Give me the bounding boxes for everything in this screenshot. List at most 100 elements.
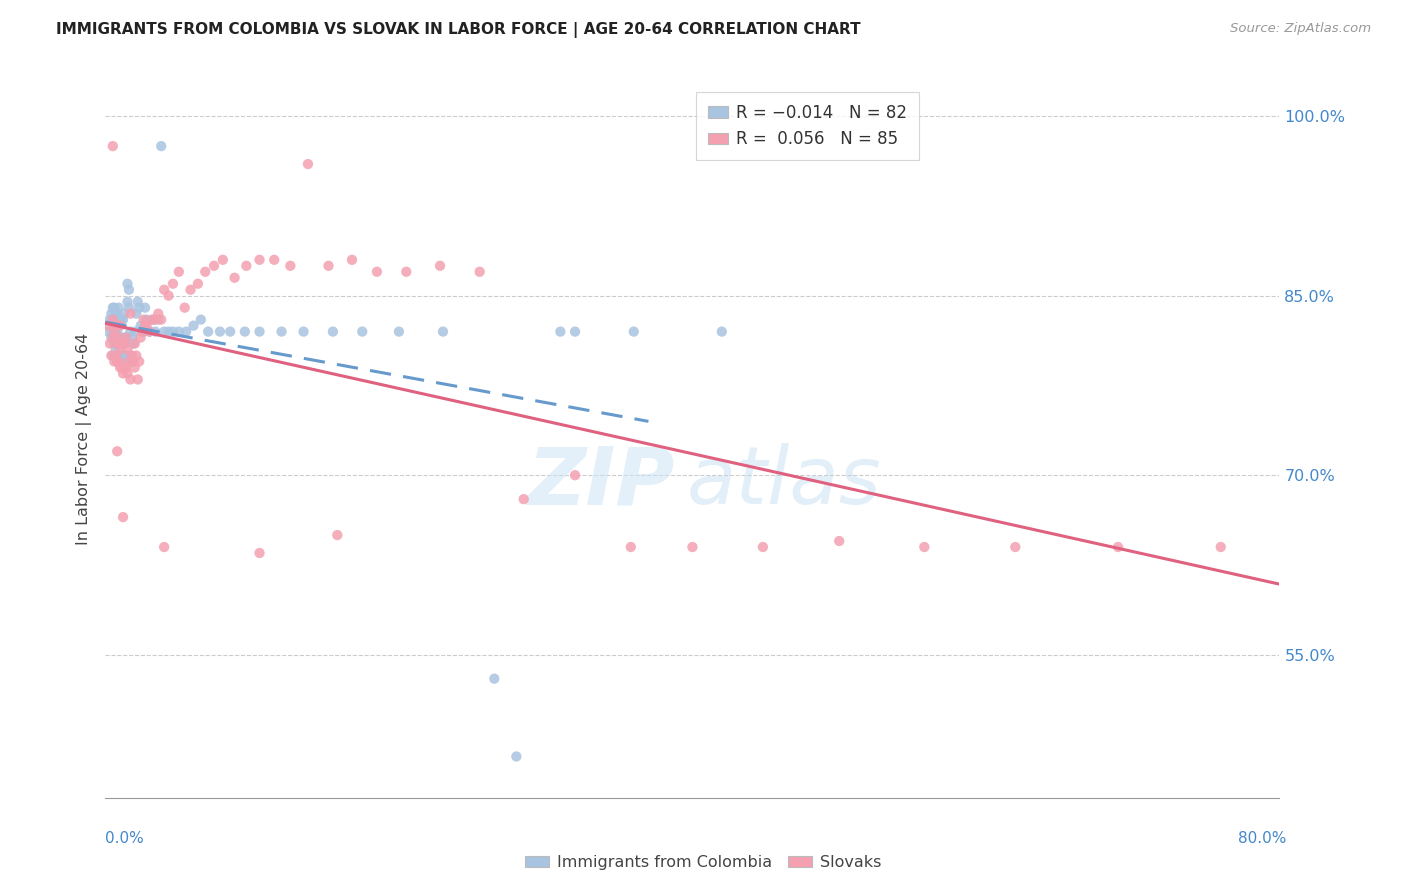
Point — [148, 307, 170, 321]
Point — [97, 325, 120, 339]
Point — [110, 312, 132, 326]
Y-axis label: In Labor Force | Age 20-64: In Labor Force | Age 20-64 — [76, 334, 91, 545]
Point — [105, 354, 128, 368]
Point — [112, 336, 135, 351]
Point — [564, 325, 586, 339]
Point — [121, 349, 143, 363]
Point — [143, 312, 166, 326]
Point — [180, 283, 202, 297]
Point — [135, 312, 157, 326]
Point — [270, 325, 292, 339]
Point — [110, 360, 132, 375]
Point — [128, 354, 150, 368]
Point — [157, 289, 180, 303]
Text: Source: ZipAtlas.com: Source: ZipAtlas.com — [1230, 22, 1371, 36]
Point — [235, 259, 257, 273]
Point — [103, 301, 125, 315]
Point — [395, 265, 418, 279]
Point — [115, 330, 138, 344]
Point — [121, 354, 143, 368]
Point — [112, 354, 135, 368]
Point — [173, 301, 195, 315]
Point — [104, 330, 127, 344]
Point — [105, 336, 128, 351]
Point — [150, 312, 173, 326]
Point — [484, 672, 506, 686]
Point — [101, 330, 124, 344]
Point — [101, 325, 124, 339]
Point — [118, 354, 141, 368]
Point — [127, 372, 149, 386]
Point — [129, 330, 152, 344]
Point — [103, 325, 125, 339]
Point — [138, 325, 160, 339]
Point — [132, 312, 155, 326]
Point — [125, 349, 148, 363]
Point — [101, 139, 124, 153]
Point — [135, 318, 157, 333]
Point — [219, 325, 242, 339]
Point — [107, 301, 129, 315]
Point — [125, 307, 148, 321]
Point — [122, 336, 145, 351]
Legend: Immigrants from Colombia, Slovaks: Immigrants from Colombia, Slovaks — [519, 849, 887, 877]
Text: 0.0%: 0.0% — [105, 831, 145, 847]
Point — [134, 301, 156, 315]
Point — [432, 325, 454, 339]
Point — [105, 336, 128, 351]
Point — [110, 349, 132, 363]
Point — [98, 336, 121, 351]
Point — [107, 330, 129, 344]
Point — [108, 312, 131, 326]
Point — [114, 330, 136, 344]
Point — [105, 354, 128, 368]
Point — [167, 265, 190, 279]
Point — [100, 349, 122, 363]
Point — [98, 312, 121, 326]
Point — [107, 349, 129, 363]
Point — [115, 360, 138, 375]
Point — [108, 360, 131, 375]
Point — [117, 277, 139, 291]
Point — [153, 325, 176, 339]
Point — [108, 318, 131, 333]
Text: IMMIGRANTS FROM COLOMBIA VS SLOVAK IN LABOR FORCE | AGE 20-64 CORRELATION CHART: IMMIGRANTS FROM COLOMBIA VS SLOVAK IN LA… — [56, 22, 860, 38]
Point — [118, 283, 141, 297]
Point — [131, 325, 153, 339]
Point — [1107, 540, 1129, 554]
Point — [197, 325, 219, 339]
Point — [280, 259, 302, 273]
Legend: R = −0.014   N = 82, R =  0.056   N = 85: R = −0.014 N = 82, R = 0.056 N = 85 — [696, 92, 920, 160]
Point — [183, 318, 205, 333]
Point — [105, 444, 128, 458]
Point — [108, 343, 131, 357]
Point — [122, 354, 145, 368]
Point — [162, 325, 184, 339]
Point — [157, 325, 180, 339]
Point — [115, 330, 138, 344]
Point — [263, 252, 285, 267]
Point — [224, 270, 246, 285]
Point — [429, 259, 451, 273]
Point — [141, 312, 163, 326]
Point — [366, 265, 388, 279]
Point — [103, 318, 125, 333]
Point — [153, 540, 176, 554]
Point — [297, 157, 319, 171]
Point — [120, 307, 142, 321]
Point — [318, 259, 340, 273]
Point — [101, 301, 124, 315]
Point — [101, 349, 124, 363]
Point — [115, 349, 138, 363]
Point — [202, 259, 225, 273]
Point — [110, 336, 132, 351]
Point — [118, 301, 141, 315]
Point — [550, 325, 572, 339]
Point — [124, 336, 146, 351]
Point — [190, 312, 212, 326]
Point — [112, 510, 135, 524]
Point — [211, 252, 233, 267]
Point — [710, 325, 733, 339]
Point — [143, 325, 166, 339]
Point — [110, 330, 132, 344]
